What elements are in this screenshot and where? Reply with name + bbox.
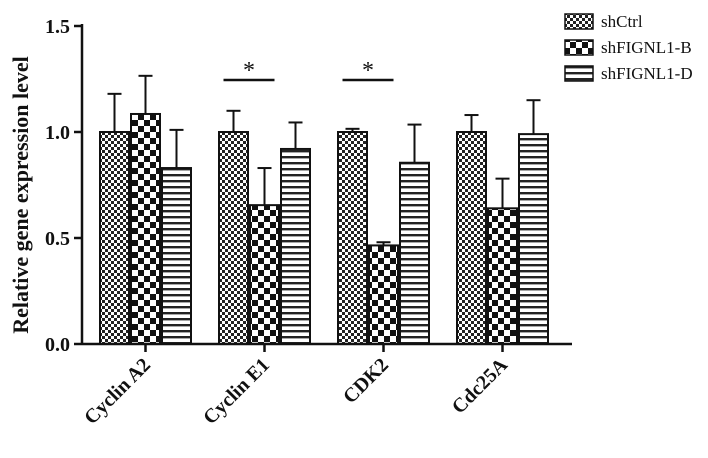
legend-swatch [564,39,594,56]
bar-shfignl1-d-0 [161,167,192,345]
bar-shfignl1-d-2 [399,161,430,345]
plot-area: 0.0 0.5 1.0 1.5 Cyclin A2 Cyclin E1 CDK2 Cdc25A… [45,16,572,429]
bar-shfignl1-d-3 [518,133,549,345]
legend-swatch [564,65,594,82]
y-tick-label: 0.0 [45,334,70,356]
x-tick-label: Cdc25A [448,354,513,419]
significance-marker: * [362,58,374,84]
bar-shfignl1-b-3 [487,207,518,345]
bar-shfignl1-b-2 [368,244,399,345]
legend: shCtrl shFIGNL1-B shFIGNL1-D [564,12,693,83]
x-tick-label: Cyclin E1 [199,354,274,429]
y-tick-label: 1.5 [45,16,70,38]
x-tick-label: Cyclin A2 [80,354,155,429]
legend-label: shCtrl [601,12,643,31]
y-axis-title: Relative gene expression level [8,56,33,334]
bar-shfignl1-b-1 [249,204,280,345]
bar-shfignl1-b-0 [130,112,161,346]
y-tick-label: 0.5 [45,228,70,250]
bar-shctrl-0 [99,131,130,345]
legend-swatch [564,13,594,30]
legend-label: shFIGNL1-B [601,38,692,57]
x-tick-label: CDK2 [339,354,393,408]
y-tick-label: 1.0 [45,122,70,144]
significance-marker: * [243,58,255,84]
bar-shctrl-3 [456,131,487,345]
bar-shctrl-2 [337,131,368,345]
bar-shctrl-1 [218,131,249,345]
legend-label: shFIGNL1-D [601,64,693,83]
bar-shfignl1-d-1 [280,147,311,345]
